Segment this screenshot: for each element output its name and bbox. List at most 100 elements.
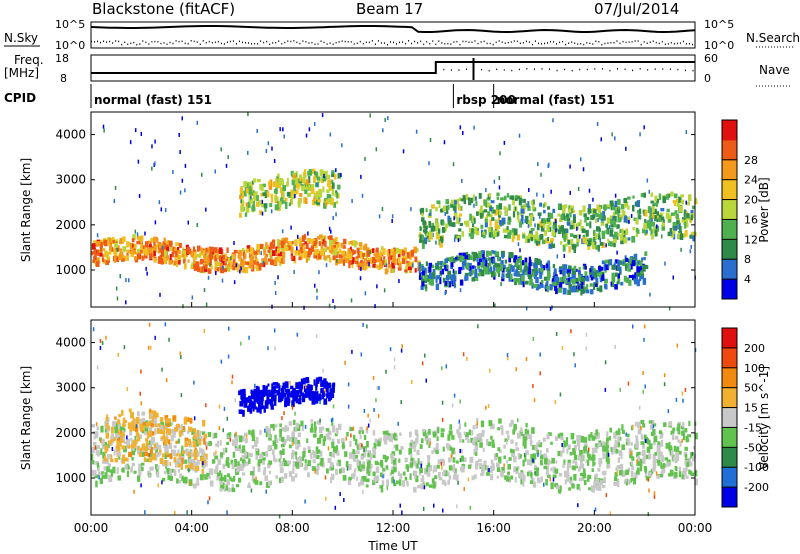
data-cell [238,435,243,443]
data-cell [242,249,246,257]
data-cell [267,383,270,387]
data-cell [307,472,310,478]
data-cell [144,446,148,452]
data-cell [287,460,291,465]
data-cell [318,253,322,260]
data-cell [454,256,458,260]
data-cell [160,207,163,212]
data-cell [375,398,377,403]
data-cell [316,288,318,293]
data-cell [653,491,656,496]
data-cell [596,226,601,232]
data-cell [330,229,332,234]
colorbar-tick-label: -15 [744,421,762,434]
data-cell [262,470,266,476]
data-cell [146,271,148,276]
data-cell [517,453,521,460]
data-cell [453,237,456,242]
nsearch-point [190,40,192,42]
data-cell [412,458,415,462]
data-cell [315,454,320,459]
data-cell [602,445,606,452]
data-cell [541,264,544,269]
data-cell [290,189,294,194]
cpid-segment-label: rbsp 200 [456,93,515,107]
data-cell [566,466,570,473]
data-cell [684,446,688,451]
data-cell [241,266,246,273]
data-cell [280,258,284,264]
data-cell [585,222,589,227]
data-cell [627,216,631,221]
data-cell [203,437,206,445]
data-cell [102,253,105,258]
data-cell [571,268,575,276]
data-cell [666,208,670,213]
data-cell [238,445,241,449]
data-cell [623,216,628,223]
data-cell [500,425,503,430]
data-cell [493,209,496,214]
nave-point [609,69,611,72]
data-cell [125,300,127,305]
data-cell [140,462,145,466]
data-cell [284,439,287,444]
data-cell [545,468,549,476]
data-cell [116,256,119,263]
data-cell [528,188,530,193]
data-cell [613,241,616,248]
data-cell [431,222,435,227]
data-cell [628,279,632,286]
data-cell [478,258,482,266]
data-cell [611,275,616,283]
data-cell [658,193,662,201]
data-cell [318,240,322,247]
data-cell [569,287,574,291]
data-cell [421,280,425,287]
data-cell [656,224,658,229]
data-cell [157,483,160,488]
data-cell [322,438,326,446]
nsearch-point [522,42,524,44]
data-cell [154,412,159,418]
data-cell [170,453,173,460]
data-cell [264,189,269,194]
data-cell [281,240,285,245]
data-cell [164,452,167,459]
data-cell [187,249,191,254]
data-cell [351,199,353,204]
data-cell [220,473,223,478]
data-cell [427,456,430,463]
data-cell [499,257,502,262]
data-cell [591,245,596,250]
data-cell [680,199,685,204]
data-cell [610,218,614,225]
data-cell [621,429,625,434]
colorbar-swatch [722,139,737,161]
nsearch-point [453,41,455,43]
data-cell [651,420,655,427]
data-cell [271,449,275,456]
data-cell [584,265,587,270]
data-cell [226,266,230,272]
data-cell [372,263,376,268]
data-cell [168,442,173,449]
data-cell [652,424,655,429]
data-cell [282,257,285,264]
data-cell [609,200,614,207]
data-cell [393,365,396,370]
data-cell [240,266,244,273]
data-cell [304,183,307,188]
data-cell [193,263,197,269]
data-cell [284,381,289,388]
data-cell [196,429,199,437]
data-cell [305,133,308,138]
data-cell [421,475,425,481]
data-cell [636,266,641,273]
data-cell [614,431,618,436]
data-cell [453,393,456,398]
data-cell [366,426,368,431]
data-cell [281,237,285,244]
data-cell [126,470,130,478]
data-cell [530,474,533,479]
